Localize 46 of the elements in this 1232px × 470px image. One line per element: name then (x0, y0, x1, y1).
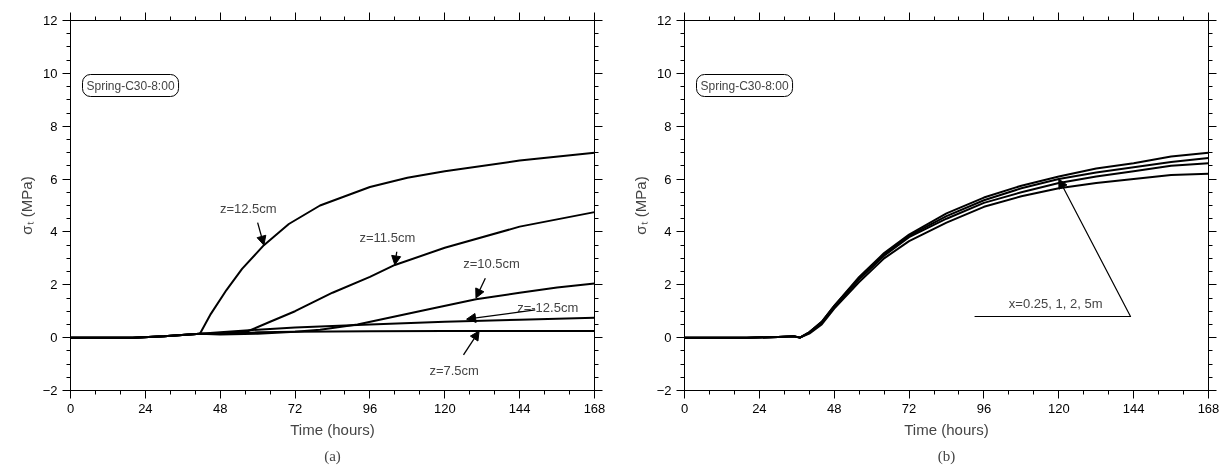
y-tick-label: 2 (664, 277, 672, 293)
y-tick-label: 6 (50, 171, 58, 187)
annotation: x=0.25, 1, 2, 5m (1008, 295, 1103, 311)
annotation: Spring-C30-8:00 (86, 78, 175, 93)
x-tick-label: 168 (1197, 400, 1220, 416)
y-tick-label: 4 (664, 224, 672, 240)
x-tick-label: 24 (752, 400, 767, 416)
x-tick-label: 48 (826, 400, 842, 416)
y-tick-label: 2 (50, 277, 58, 293)
y-tick-label: −2 (656, 383, 672, 398)
annotation: z=11.5cm (359, 229, 416, 245)
x-tick-label: 144 (1122, 400, 1145, 416)
x-tick-label: 72 (287, 400, 303, 416)
annotation: z=-12.5cm (517, 299, 579, 315)
text: (b) (937, 447, 956, 465)
x-axis-title: Time (hours) (290, 420, 375, 438)
x-tick-label: 24 (138, 400, 153, 416)
x-tick-label: 0 (680, 400, 689, 416)
y-tick-label: 8 (664, 118, 672, 134)
annotation: z=10.5cm (463, 256, 520, 272)
x-tick-label: 72 (901, 400, 917, 416)
y-tick-label: 10 (657, 65, 672, 81)
y-tick-label: 8 (50, 118, 58, 134)
y-tick-label: 6 (664, 171, 672, 187)
x-axis-title: Time (hours) (904, 420, 989, 438)
y-axis-title: σₜ (MPa) (17, 176, 35, 235)
annotation: z=12.5cm (219, 200, 277, 216)
y-tick-label: 10 (43, 65, 58, 81)
x-tick-label: 96 (362, 400, 378, 416)
y-tick-label: 12 (43, 13, 58, 28)
y-tick-label: 0 (50, 330, 58, 346)
x-tick-label: 48 (212, 400, 228, 416)
x-tick-label: 0 (66, 400, 75, 416)
y-axis-title: σₜ (MPa) (631, 176, 649, 235)
text: (a) (324, 447, 341, 465)
annotation: Spring-C30-8:00 (700, 78, 789, 93)
y-tick-label: 4 (50, 224, 58, 240)
y-tick-label: 0 (664, 330, 672, 346)
x-tick-label: 144 (508, 400, 531, 416)
x-tick-label: 120 (433, 400, 456, 416)
y-tick-label: −2 (42, 383, 58, 398)
y-tick-label: 12 (657, 13, 672, 28)
x-tick-label: 168 (583, 400, 606, 416)
annotation: z=7.5cm (429, 363, 479, 379)
x-tick-label: 96 (976, 400, 992, 416)
x-tick-label: 120 (1047, 400, 1070, 416)
